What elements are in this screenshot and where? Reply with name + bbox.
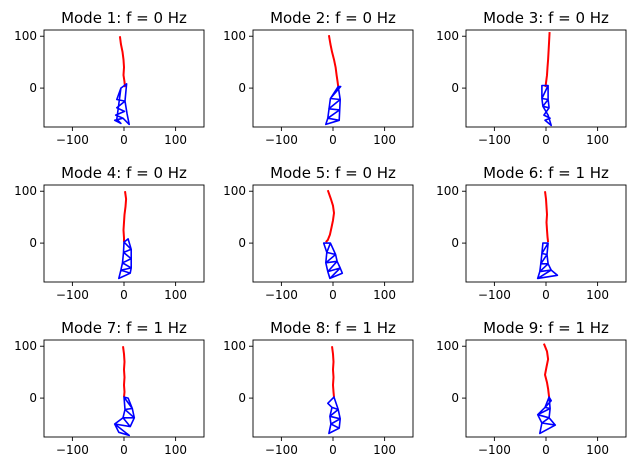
plot-area [118, 191, 132, 280]
subplot-title: Mode 2: f = 0 Hz [270, 9, 396, 27]
y-tick-label: 100 [223, 184, 246, 198]
x-tick-label: 0 [120, 133, 128, 147]
x-tick-label: 0 [329, 288, 337, 302]
subplot-mode-7: Mode 7: f = 1 Hz −100 0 100 0 100 [14, 319, 205, 457]
x-tick-label: 0 [542, 133, 550, 147]
plot-area [536, 343, 557, 435]
y-tick-label: 100 [14, 184, 37, 198]
y-tick-label: 0 [238, 391, 246, 405]
subplot-title: Mode 9: f = 1 Hz [483, 319, 609, 337]
series-truss-line [536, 396, 557, 435]
series-truss-line [118, 238, 132, 280]
x-tick-label: 0 [329, 133, 337, 147]
x-tick-label: −100 [265, 443, 298, 457]
x-tick-label: −100 [478, 443, 511, 457]
x-tick-label: 0 [542, 288, 550, 302]
series-tower-line [327, 35, 340, 87]
subplot-title: Mode 4: f = 0 Hz [61, 164, 187, 182]
x-tick-label: −100 [56, 133, 89, 147]
series-tower-line [122, 346, 126, 398]
subplot-title: Mode 7: f = 1 Hz [61, 319, 187, 337]
y-tick-label: 100 [223, 29, 246, 43]
subplot-mode-1: Mode 1: f = 0 Hz −100 0 100 0 100 [14, 9, 205, 147]
series-truss-line [541, 84, 553, 127]
x-tick-label: 100 [164, 443, 187, 457]
series-tower-line [544, 191, 550, 243]
x-tick-label: 100 [586, 443, 609, 457]
series-tower-line [122, 191, 128, 243]
x-tick-label: −100 [56, 288, 89, 302]
series-tower-line [325, 189, 335, 243]
plot-area [113, 346, 136, 437]
series-tower-line [331, 346, 335, 398]
x-tick-label: −100 [56, 443, 89, 457]
x-tick-label: 100 [164, 133, 187, 147]
subplot-title: Mode 8: f = 1 Hz [270, 319, 396, 337]
x-tick-label: −100 [265, 133, 298, 147]
subplot-mode-6: Mode 6: f = 1 Hz −100 0 100 0 100 [436, 164, 627, 302]
series-truss-line [113, 83, 130, 126]
y-tick-label: 100 [14, 29, 37, 43]
y-tick-label: 100 [14, 339, 37, 353]
y-tick-label: 100 [223, 339, 246, 353]
x-tick-label: 0 [120, 288, 128, 302]
x-tick-label: −100 [265, 288, 298, 302]
x-tick-label: 100 [373, 288, 396, 302]
x-tick-label: 0 [542, 443, 550, 457]
y-tick-label: 100 [436, 184, 459, 198]
y-tick-label: 0 [29, 391, 37, 405]
x-tick-label: 100 [373, 133, 396, 147]
subplot-mode-2: Mode 2: f = 0 Hz −100 0 100 0 100 [223, 9, 414, 147]
x-tick-label: 100 [164, 288, 187, 302]
series-truss-line [324, 85, 342, 126]
subplot-title: Mode 1: f = 0 Hz [61, 9, 187, 27]
subplot-title: Mode 6: f = 1 Hz [483, 164, 609, 182]
subplot-mode-9: Mode 9: f = 1 Hz −100 0 100 0 100 [436, 319, 627, 457]
plot-area [324, 35, 342, 126]
series-truss-line [326, 396, 342, 435]
y-tick-label: 0 [238, 81, 246, 95]
x-tick-label: −100 [478, 288, 511, 302]
subplot-mode-8: Mode 8: f = 1 Hz −100 0 100 0 100 [223, 319, 414, 457]
series-truss-line [536, 242, 559, 280]
plot-area [113, 36, 130, 126]
subplot-mode-5: Mode 5: f = 0 Hz −100 0 100 0 100 [223, 164, 414, 302]
plot-area [541, 32, 553, 127]
y-tick-label: 100 [436, 29, 459, 43]
x-tick-label: 0 [329, 443, 337, 457]
y-tick-label: 0 [451, 236, 459, 250]
series-tower-line [544, 32, 551, 88]
x-tick-label: 100 [586, 133, 609, 147]
plot-area [326, 346, 342, 435]
y-tick-label: 0 [238, 236, 246, 250]
subplot-mode-4: Mode 4: f = 0 Hz −100 0 100 0 100 [14, 164, 205, 302]
subplot-mode-3: Mode 3: f = 0 Hz −100 0 100 0 100 [436, 9, 627, 147]
series-tower-line [542, 343, 551, 398]
series-truss-line [113, 396, 136, 437]
x-tick-label: 100 [373, 443, 396, 457]
subplot-title: Mode 3: f = 0 Hz [483, 9, 609, 27]
y-tick-label: 100 [436, 339, 459, 353]
y-tick-label: 0 [451, 81, 459, 95]
series-tower-line [118, 36, 126, 88]
series-truss-line [322, 242, 344, 280]
y-tick-label: 0 [29, 81, 37, 95]
plot-area [322, 189, 344, 280]
x-tick-label: 100 [586, 288, 609, 302]
plot-area [536, 191, 559, 280]
x-tick-label: 0 [120, 443, 128, 457]
x-tick-label: −100 [478, 133, 511, 147]
y-tick-label: 0 [451, 391, 459, 405]
y-tick-label: 0 [29, 236, 37, 250]
subplot-title: Mode 5: f = 0 Hz [270, 164, 396, 182]
